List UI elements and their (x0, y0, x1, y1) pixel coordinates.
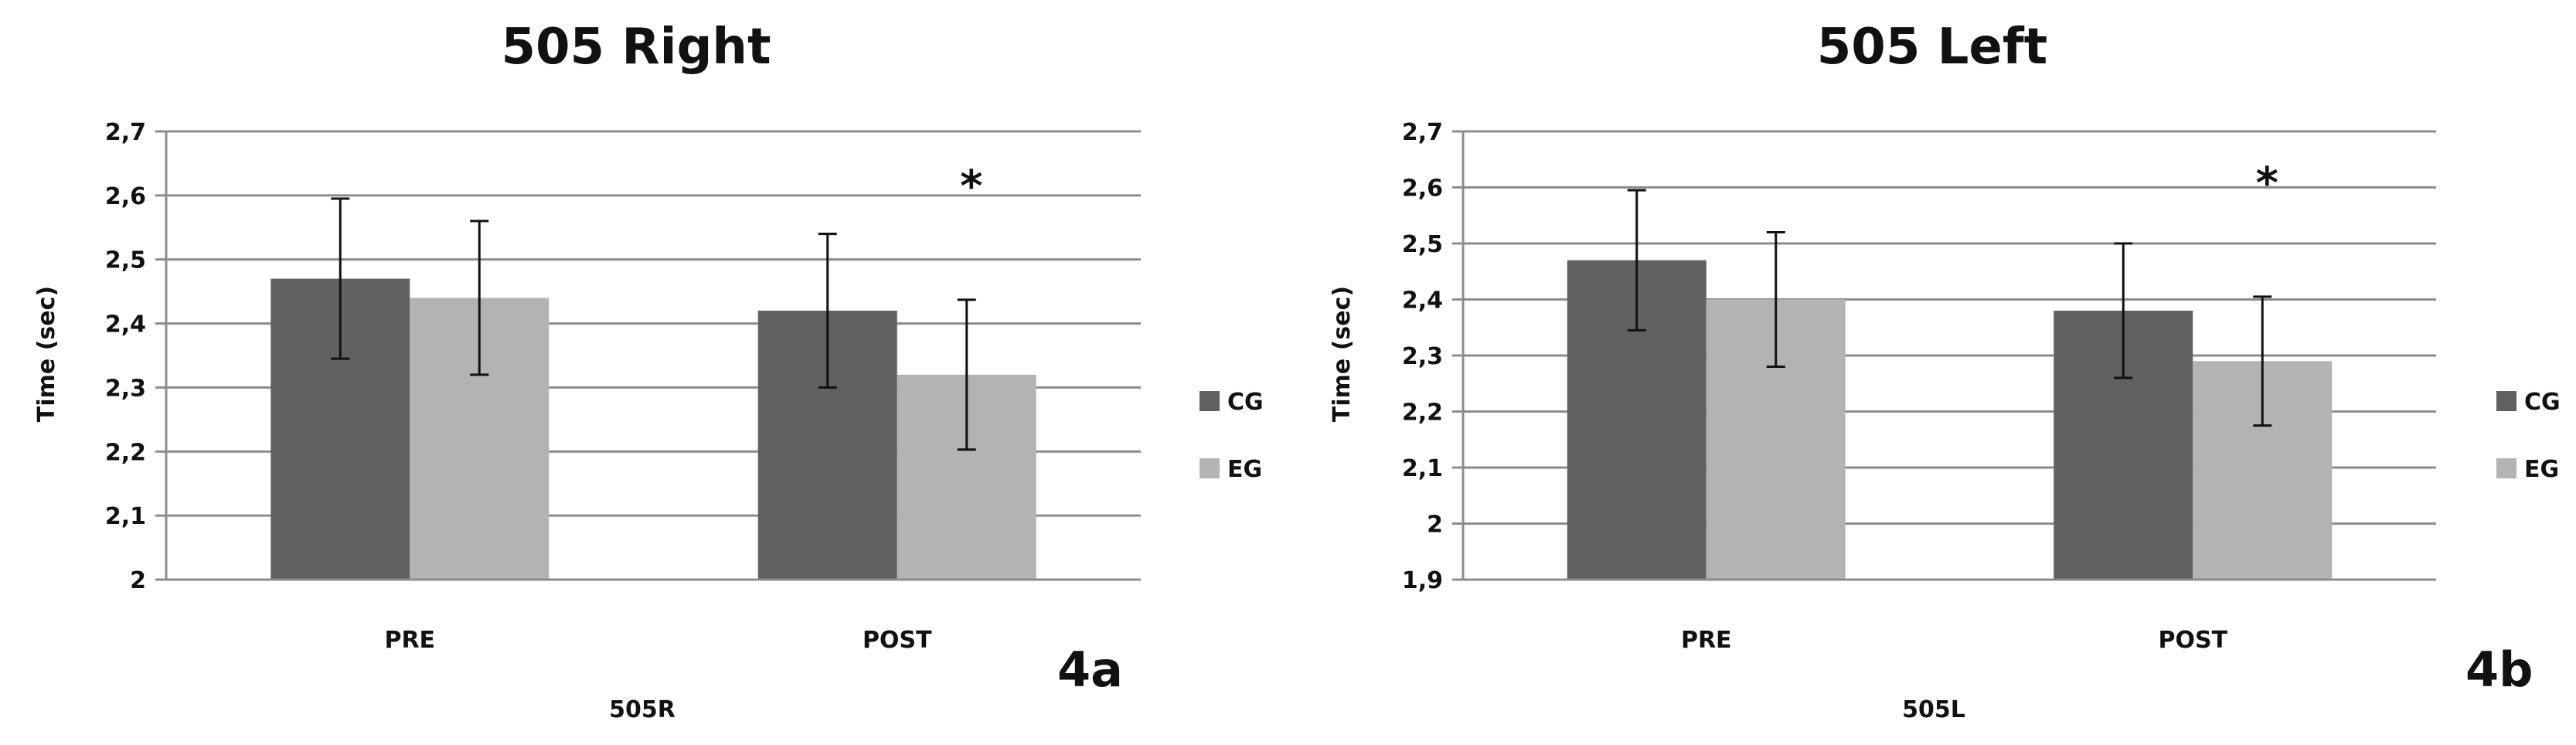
legend-swatch-eg (2496, 458, 2516, 478)
chart-4a-ytick-label: 2,2 (105, 439, 146, 466)
legend-label-cg: CG (1227, 389, 1264, 416)
chart-4b: 505 Left 505L Time (sec) 4b (1329, 19, 2533, 723)
chart-4a-ytick-label: 2,4 (105, 311, 146, 338)
chart-4b-title: 505 Left (1817, 19, 2048, 76)
chart-4a-panel-label: 4a (1057, 641, 1123, 698)
chart-4b-panel-label: 4b (2465, 641, 2533, 698)
chart-4b-ytick-label: 2 (1427, 512, 1443, 539)
chart-4b-errorbar-cg-post (2114, 242, 2133, 379)
chart-4a-ytick-label: 2,3 (105, 375, 146, 402)
chart-4a-legend: CG EG (1200, 389, 1264, 483)
chart-4b-errorbar-cg-pre (1627, 189, 1646, 332)
legend-label-cg: CG (2524, 389, 2561, 416)
chart-4b-errorbar-eg-pre (1766, 231, 1785, 368)
chart-4a-errorbar-cg-pre (331, 197, 350, 360)
chart-4a-errorbar-eg-post (957, 298, 976, 451)
chart-4b-ylabel: Time (sec) (1329, 286, 1356, 422)
chart-4a-ytick-label: 2,6 (105, 183, 146, 210)
chart-4a-ytick-label: 2 (130, 567, 146, 594)
legend-swatch-eg (1200, 458, 1220, 478)
chart-4b-plot: 1,9 2 2,1 2,2 2,3 2,4 2,5 2,6 2,7 PRE POST * CG EG (1402, 119, 2561, 654)
chart-4a-ylabel: Time (sec) (33, 286, 60, 422)
chart-4b-category-label: POST (2158, 627, 2227, 654)
chart-4b-ytick-label: 2,2 (1402, 400, 1443, 427)
chart-4a-category-label: POST (863, 627, 932, 654)
chart-4b-ytick-label: 2,3 (1402, 343, 1443, 370)
chart-4b-ytick-label: 2,6 (1402, 175, 1443, 202)
chart-4b-ytick-label: 2,4 (1402, 287, 1443, 315)
chart-4b-errorbar-eg-post (2253, 295, 2272, 427)
chart-4a-errorbar-cg-post (818, 233, 837, 389)
chart-4a-plot: 2 2,1 2,2 2,3 2,4 2,5 2,6 2,7 PRE POST * CG EG (105, 119, 1264, 654)
chart-4a-category-label: PRE (384, 627, 435, 654)
chart-4a-ytick-label: 2,1 (105, 503, 146, 530)
legend-swatch-cg (1200, 391, 1220, 411)
chart-4a-significance-marker: * (960, 162, 982, 212)
chart-4a: 505 Right 505R Time (sec) 4a (33, 19, 1123, 723)
chart-4b-significance-marker: * (2256, 158, 2278, 209)
chart-4a-ytick-label: 2,5 (105, 247, 146, 274)
chart-4a-xlabel: 505R (609, 696, 675, 723)
chart-4a-title: 505 Right (501, 19, 771, 76)
chart-4b-ytick-label: 2,5 (1402, 231, 1443, 258)
legend-label-eg: EG (2524, 456, 2559, 483)
chart-4a-ytick-label: 2,7 (105, 119, 146, 146)
legend-label-eg: EG (1227, 456, 1262, 483)
legend-swatch-cg (2496, 391, 2516, 411)
chart-4a-errorbar-eg-pre (470, 219, 489, 376)
chart-4b-xlabel: 505L (1902, 696, 1965, 723)
chart-4b-ytick-label: 2,7 (1402, 119, 1443, 146)
chart-4b-category-label: PRE (1681, 627, 1732, 654)
chart-4b-ytick-label: 2,1 (1402, 455, 1443, 482)
chart-4b-legend: CG EG (2496, 389, 2561, 483)
chart-4b-ytick-label: 1,9 (1402, 567, 1443, 594)
